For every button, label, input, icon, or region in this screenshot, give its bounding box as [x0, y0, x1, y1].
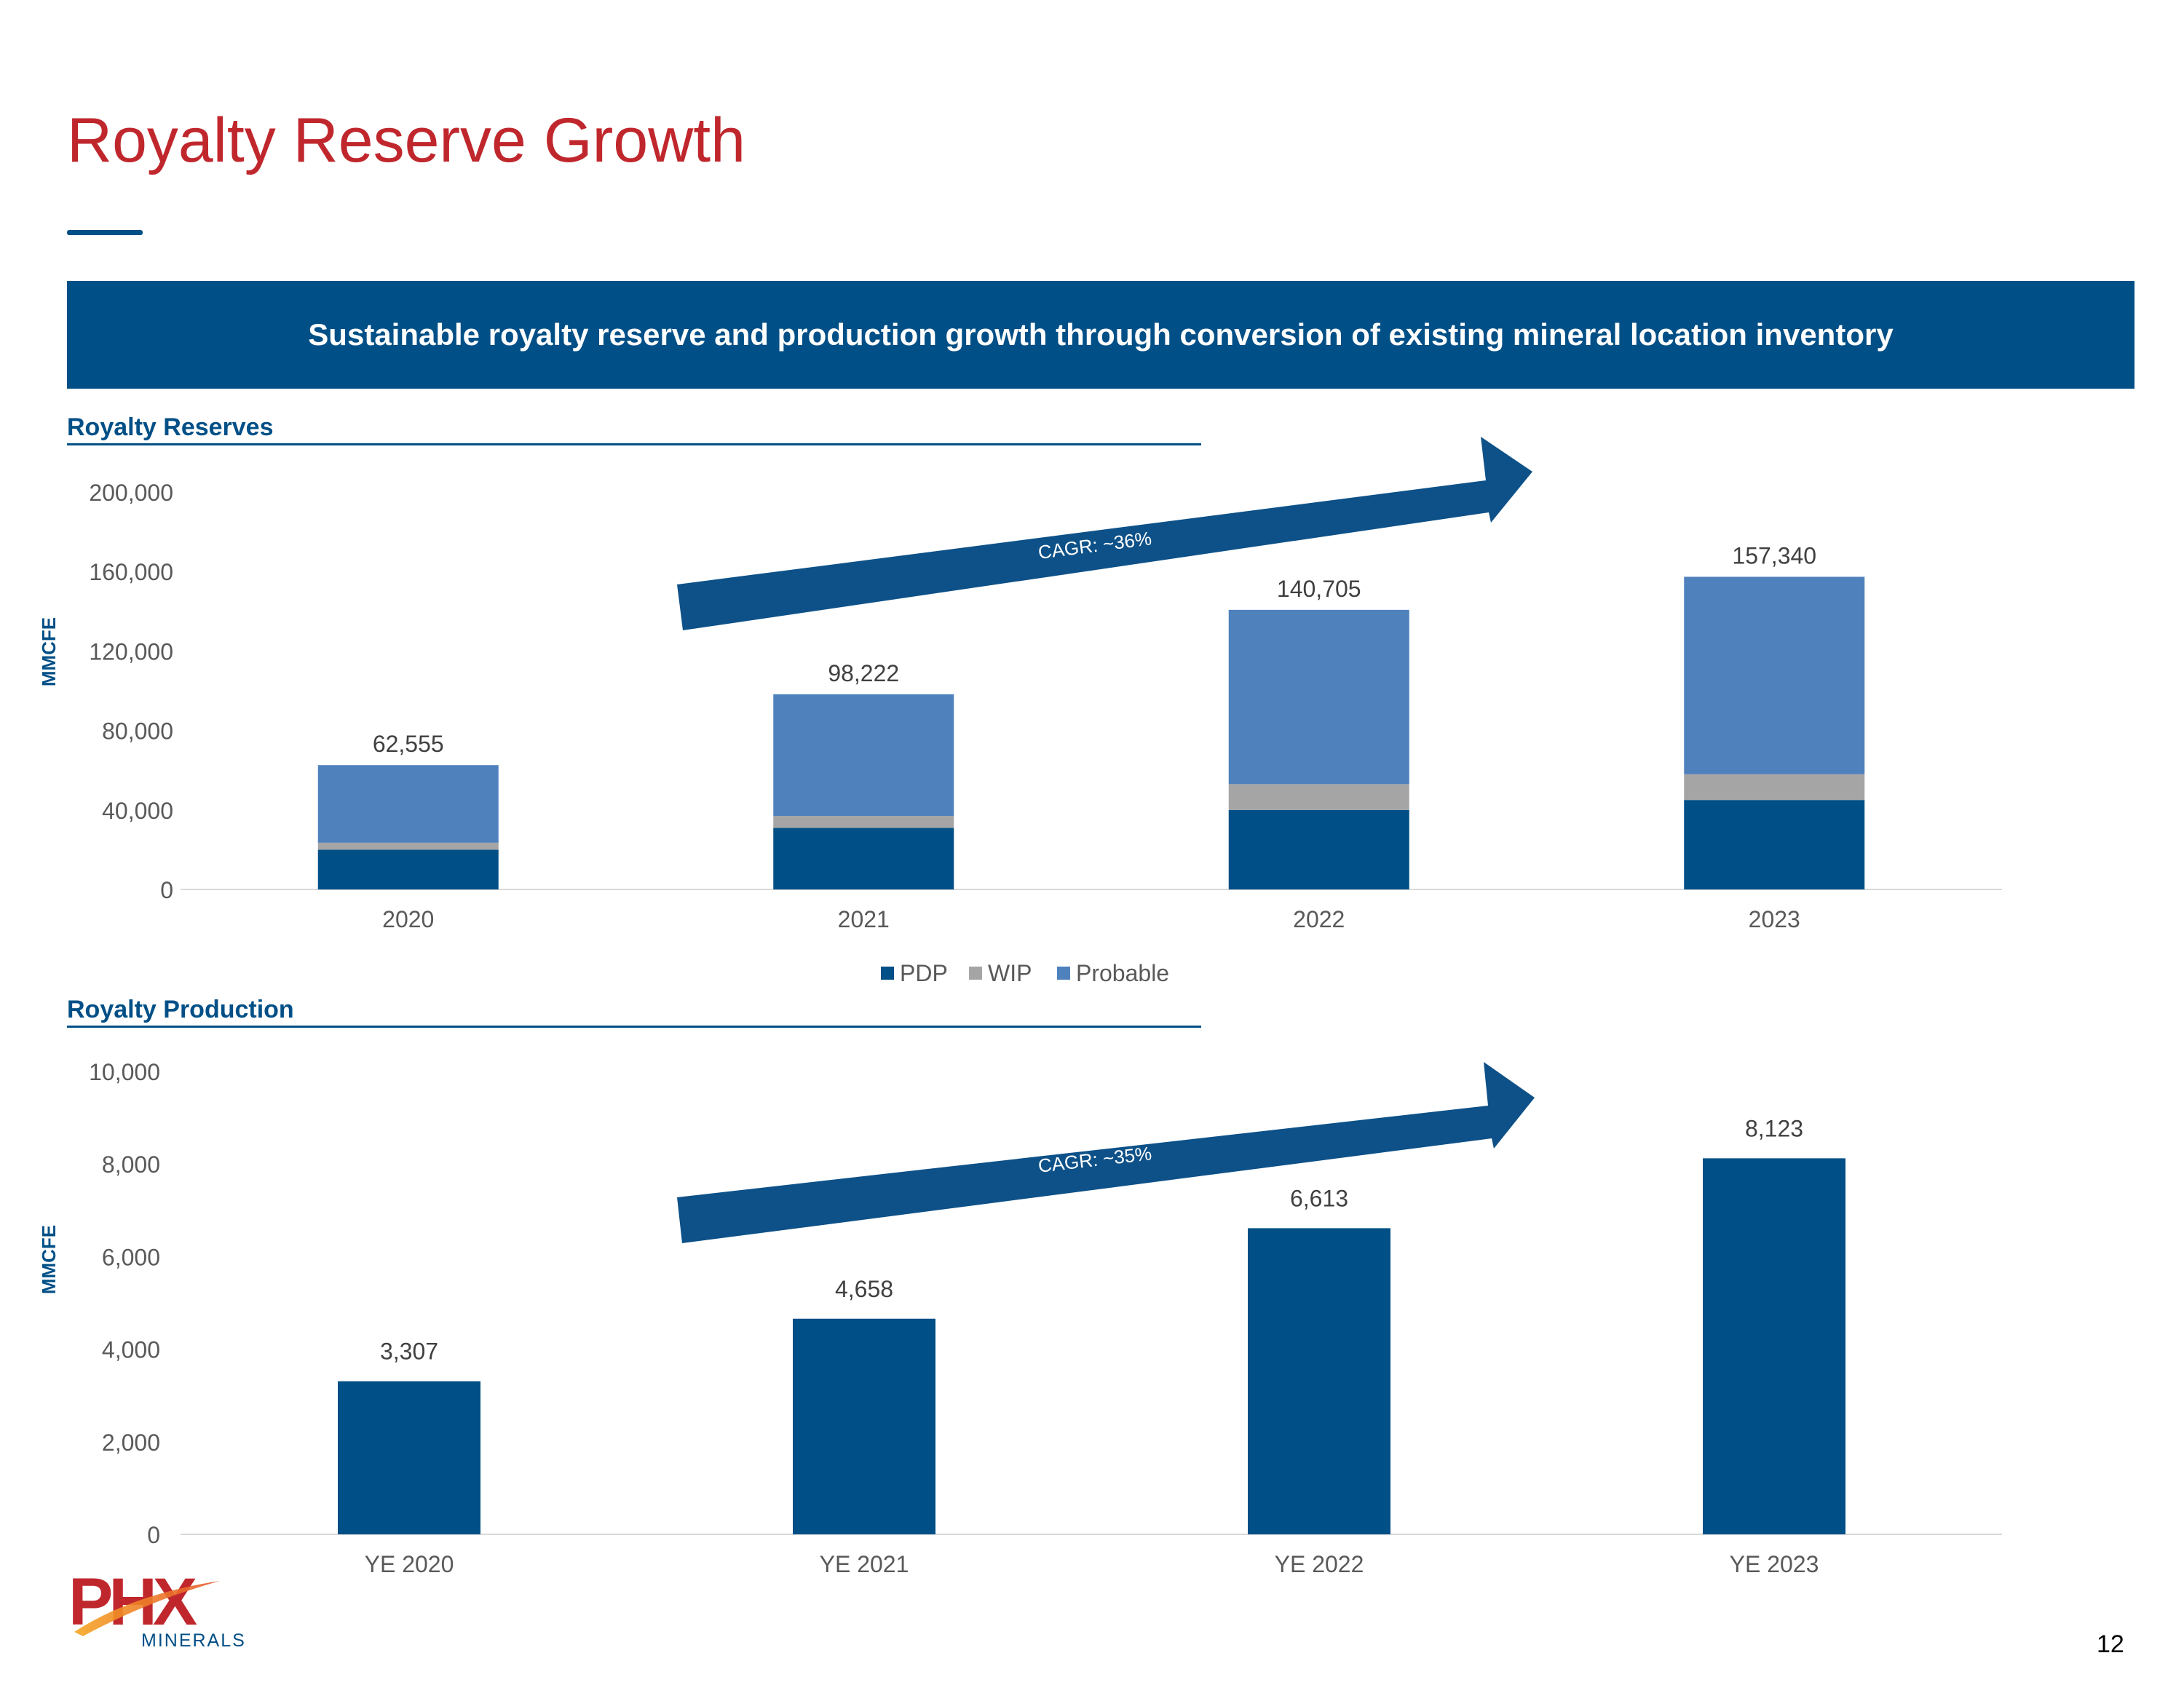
production-bar — [1703, 1158, 1845, 1534]
production-y-tick-label: 8,000 — [102, 1151, 160, 1178]
reserves-bar-pdp — [1228, 809, 1409, 889]
reserves-bar-wip — [1228, 784, 1409, 810]
page-title: Royalty Reserve Growth — [67, 106, 745, 175]
logo-subtitle: MINERALS — [141, 1630, 246, 1651]
production-y-tick-label: 10,000 — [89, 1059, 160, 1085]
production-x-tick-label: YE 2022 — [1275, 1551, 1364, 1577]
reserves-total-label: 98,222 — [828, 660, 899, 686]
legend-label-pdp: PDP — [900, 960, 948, 986]
reserves-x-tick-label: 2020 — [382, 906, 434, 932]
reserves-bar-probable — [1228, 609, 1409, 785]
reserves-x-tick-label: 2021 — [838, 906, 890, 932]
title-underline — [67, 230, 143, 235]
logo-swoosh-icon — [74, 1581, 220, 1636]
phx-minerals-logo: PHX MINERALS — [68, 1565, 246, 1651]
reserves-bar-wip — [1684, 774, 1865, 801]
production-cagr-arrow-icon — [677, 1062, 1535, 1243]
production-y-tick-label: 2,000 — [102, 1430, 160, 1456]
reserves-y-tick-label: 40,000 — [102, 798, 173, 824]
page-number: 12 — [2097, 1630, 2124, 1658]
reserves-bar-pdp — [773, 828, 954, 889]
reserves-bar-pdp — [1684, 800, 1865, 889]
reserves-bar-wip — [317, 842, 499, 850]
legend-label-wip: WIP — [988, 960, 1032, 986]
legend-swatch-wip — [969, 967, 982, 980]
production-bar — [338, 1381, 480, 1534]
production-bar — [1248, 1228, 1390, 1534]
reserves-bar-probable — [1684, 576, 1865, 774]
legend-swatch-pdp — [881, 967, 894, 980]
reserves-section-title: Royalty Reserves — [67, 413, 1201, 445]
reserves-total-label: 140,705 — [1277, 576, 1361, 602]
reserves-y-tick-label: 200,000 — [89, 480, 173, 506]
production-chart: 0 2,000 4,000 6,000 8,000 10,000 3,307 YE 2020 4… — [89, 1059, 2002, 1577]
reserves-x-tick-label: 2022 — [1293, 906, 1345, 932]
reserves-total-label: 157,340 — [1732, 542, 1816, 568]
reserves-chart: 0 40,000 80,000 120,000 160,000 200,000 62,555… — [89, 437, 2002, 986]
legend-swatch-probable — [1057, 967, 1070, 980]
reserves-cagr-arrow-icon — [677, 437, 1532, 630]
reserves-bar-pdp — [317, 849, 499, 889]
production-value-label: 6,613 — [1290, 1185, 1348, 1211]
production-value-label: 3,307 — [380, 1339, 438, 1365]
production-y-tick-label: 0 — [147, 1522, 160, 1548]
production-value-label: 4,658 — [835, 1276, 893, 1302]
production-y-tick-label: 6,000 — [102, 1244, 160, 1270]
reserves-y-tick-label: 80,000 — [102, 718, 173, 745]
headline-banner: Sustainable royalty reserve and producti… — [67, 281, 2134, 389]
production-x-tick-label: YE 2021 — [820, 1551, 909, 1577]
production-value-label: 8,123 — [1745, 1115, 1803, 1141]
production-x-tick-label: YE 2020 — [365, 1551, 454, 1577]
production-section-title: Royalty Production — [67, 996, 1201, 1028]
reserves-total-label: 62,555 — [373, 731, 444, 757]
reserves-y-tick-label: 120,000 — [89, 638, 173, 665]
reserves-bar-probable — [317, 765, 499, 843]
reserves-y-tick-label: 160,000 — [89, 559, 173, 585]
reserves-bar-probable — [773, 694, 954, 816]
production-y-tick-label: 4,000 — [102, 1337, 160, 1363]
reserves-bar-wip — [773, 815, 954, 828]
production-x-tick-label: YE 2023 — [1730, 1551, 1819, 1577]
reserves-y-tick-label: 0 — [160, 877, 173, 903]
legend-label-probable: Probable — [1076, 960, 1169, 986]
production-bar — [793, 1318, 935, 1534]
reserves-x-tick-label: 2023 — [1749, 906, 1800, 932]
